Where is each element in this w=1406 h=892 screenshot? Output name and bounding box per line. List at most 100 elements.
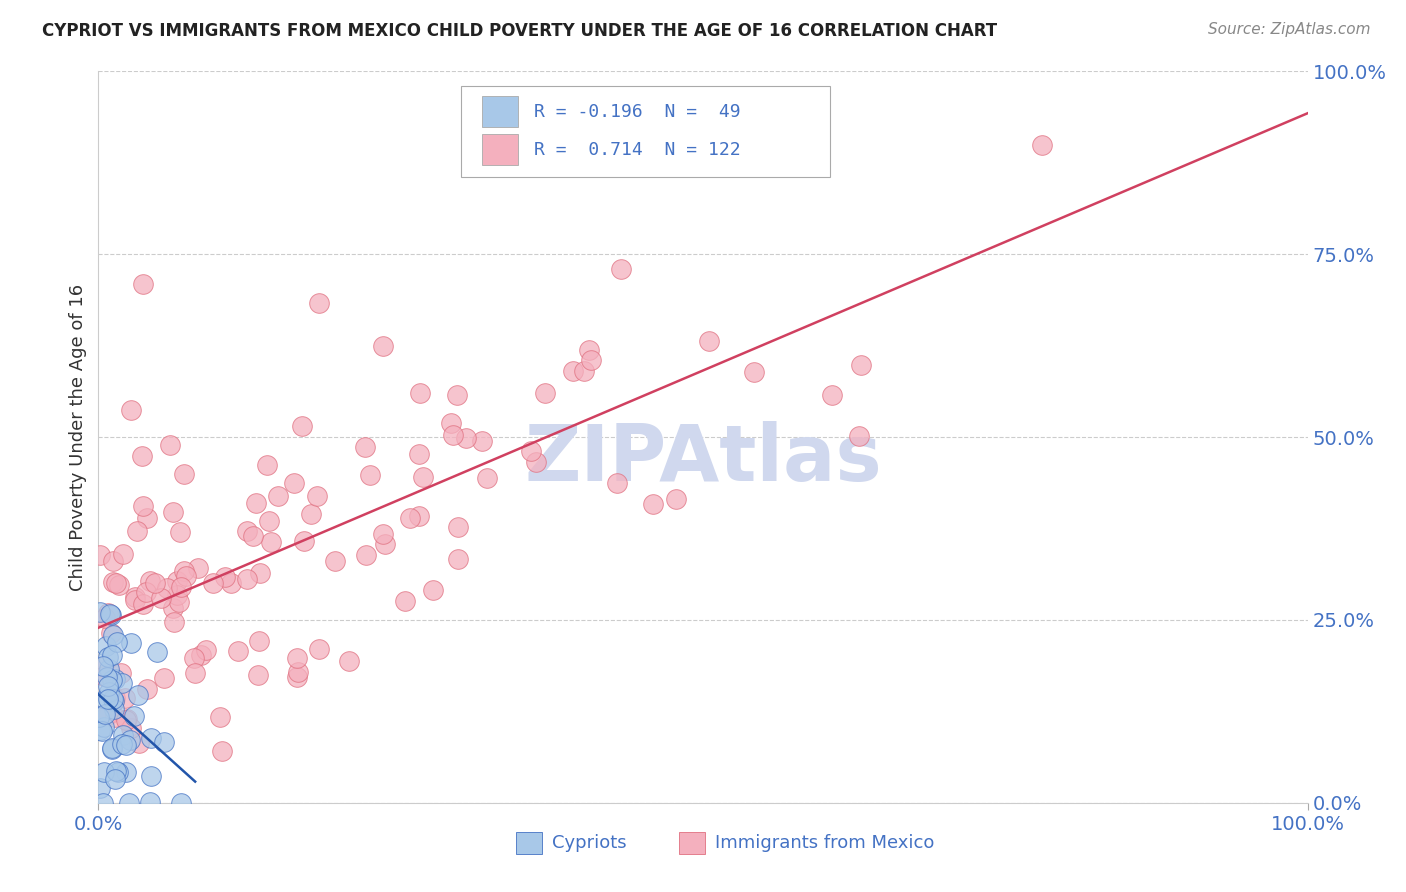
- Point: [520, 444, 543, 458]
- Point: [139, 731, 162, 745]
- Point: [93, 796, 115, 810]
- Point: [578, 343, 600, 358]
- Point: [94, 706, 117, 721]
- Point: [665, 491, 688, 506]
- Point: [101, 628, 124, 642]
- Point: [408, 508, 430, 523]
- Point: [371, 339, 394, 353]
- Point: [447, 552, 470, 566]
- Point: [173, 467, 195, 482]
- Point: [173, 564, 195, 578]
- Point: [104, 710, 127, 724]
- Point: [643, 497, 665, 511]
- Point: [111, 676, 134, 690]
- Point: [471, 434, 494, 448]
- Point: [1031, 138, 1053, 153]
- Point: [610, 261, 633, 276]
- Point: [121, 721, 143, 735]
- Point: [89, 605, 111, 619]
- Point: [226, 644, 249, 658]
- Point: [821, 388, 844, 402]
- Point: [96, 670, 118, 684]
- Point: [100, 741, 122, 756]
- Point: [114, 691, 136, 706]
- Point: [97, 706, 120, 721]
- Point: [104, 690, 127, 705]
- Point: [267, 490, 290, 504]
- Point: [371, 527, 394, 541]
- Point: [104, 575, 127, 590]
- Point: [94, 611, 117, 625]
- Point: [456, 431, 478, 445]
- Point: [242, 529, 264, 543]
- Point: [115, 764, 138, 779]
- Point: [94, 692, 117, 706]
- Point: [235, 572, 257, 586]
- Point: [101, 691, 124, 706]
- Point: [292, 534, 315, 549]
- Text: R =  0.714  N = 122: R = 0.714 N = 122: [534, 141, 741, 159]
- Point: [91, 660, 114, 674]
- Point: [101, 648, 124, 663]
- Point: [194, 643, 217, 657]
- Point: [115, 738, 138, 752]
- Point: [354, 441, 377, 455]
- Point: [187, 561, 209, 575]
- Point: [89, 548, 111, 562]
- Point: [100, 607, 122, 622]
- Point: [534, 386, 557, 401]
- Point: [208, 709, 231, 723]
- Point: [104, 764, 127, 779]
- Point: [152, 735, 174, 749]
- Point: [166, 588, 188, 602]
- Point: [132, 277, 155, 291]
- Point: [97, 692, 120, 706]
- Point: [291, 418, 314, 433]
- Text: ZIPAtlas: ZIPAtlas: [524, 421, 882, 497]
- Point: [299, 507, 322, 521]
- Point: [742, 366, 765, 380]
- Point: [524, 455, 547, 469]
- Point: [112, 547, 135, 561]
- Point: [359, 467, 381, 482]
- Point: [89, 781, 111, 796]
- Point: [97, 649, 120, 664]
- Point: [562, 364, 585, 378]
- Point: [93, 719, 115, 733]
- Point: [128, 736, 150, 750]
- Point: [374, 537, 396, 551]
- Point: [257, 515, 280, 529]
- Point: [132, 499, 155, 513]
- Point: [447, 519, 470, 533]
- Point: [115, 712, 138, 726]
- Point: [169, 524, 191, 539]
- Point: [412, 470, 434, 484]
- Point: [124, 593, 146, 607]
- Point: [249, 566, 271, 580]
- Point: [170, 796, 193, 810]
- Bar: [482, 135, 517, 165]
- Point: [107, 764, 129, 779]
- Point: [135, 511, 157, 525]
- Point: [125, 524, 148, 538]
- Point: [120, 403, 142, 417]
- Point: [440, 416, 463, 430]
- Point: [477, 471, 499, 485]
- Point: [849, 358, 872, 372]
- Point: [169, 595, 191, 609]
- Point: [572, 364, 595, 378]
- Point: [101, 673, 124, 687]
- Point: [100, 742, 122, 756]
- Point: [89, 723, 111, 737]
- Point: [581, 353, 603, 368]
- Point: [103, 772, 125, 786]
- Point: [100, 626, 122, 640]
- Point: [122, 709, 145, 723]
- Point: [446, 387, 468, 401]
- Point: [110, 666, 132, 681]
- Point: [256, 458, 278, 472]
- Point: [101, 554, 124, 568]
- Point: [285, 670, 308, 684]
- Point: [394, 593, 416, 607]
- Point: [145, 645, 167, 659]
